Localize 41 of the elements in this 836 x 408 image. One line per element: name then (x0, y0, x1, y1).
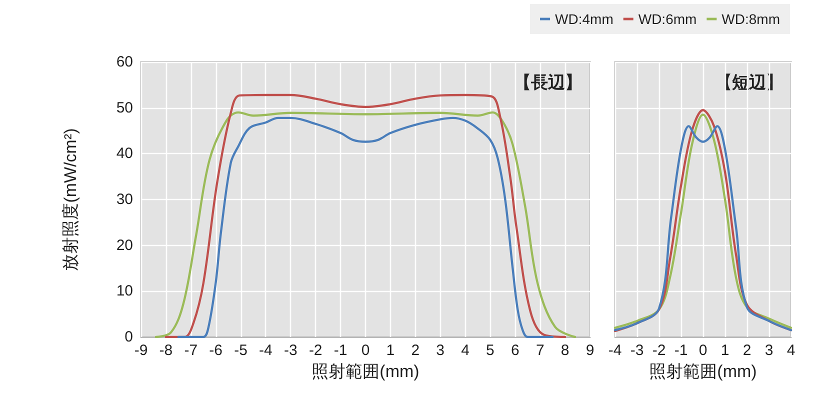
y-tick-label: 20 (116, 236, 133, 254)
x-tick-label: 3 (764, 342, 774, 359)
x-tick-label: 4 (786, 342, 796, 359)
x-tick-label: 2 (742, 342, 752, 359)
x-tick-label: 2 (411, 342, 420, 359)
x-tick-label: -2 (308, 342, 322, 359)
x-axis-title: 照射範囲(mm) (312, 362, 420, 381)
x-tick-label: -1 (334, 342, 348, 359)
x-tick-label: -4 (608, 342, 622, 359)
legend-label: WD:6mm (638, 11, 697, 27)
x-tick-label: 3 (436, 342, 445, 359)
y-tick-label: 30 (116, 191, 133, 208)
x-tick-label: -4 (259, 342, 272, 359)
y-tick-label: 50 (116, 99, 133, 116)
y-tick-label: 60 (116, 54, 133, 70)
x-tick-label: -3 (284, 342, 298, 359)
x-tick-label: -3 (630, 342, 644, 359)
x-tick-label: 0 (698, 342, 708, 359)
x-tick-label: -7 (184, 342, 198, 359)
x-tick-label: 4 (461, 342, 470, 359)
x-tick-label: 1 (386, 342, 395, 359)
x-tick-label: -2 (652, 342, 666, 359)
x-tick-label: 9 (586, 342, 594, 359)
x-tick-label: -5 (234, 342, 248, 359)
x-tick-label: 8 (560, 342, 570, 359)
x-tick-label: -6 (209, 342, 223, 359)
legend-label: WD:4mm (555, 11, 614, 27)
x-tick-label: -1 (674, 342, 688, 359)
x-tick-label: 6 (510, 342, 520, 359)
x-tick-label: 7 (536, 342, 544, 359)
x-tick-label: 1 (720, 342, 730, 359)
x-tick-label: 0 (361, 342, 370, 359)
legend-label: WD:8mm (722, 11, 780, 27)
x-tick-label: -8 (159, 342, 173, 359)
y-tick-label: 0 (124, 328, 133, 346)
y-tick-label: 10 (116, 282, 133, 300)
x-tick-label: 5 (486, 342, 494, 359)
y-tick-label: 40 (116, 145, 133, 162)
x-axis-title: 照射範囲(mm) (649, 362, 757, 381)
y-axis-title: 放射照度(mW/cm²) (61, 128, 80, 271)
x-tick-label: -9 (134, 342, 148, 359)
